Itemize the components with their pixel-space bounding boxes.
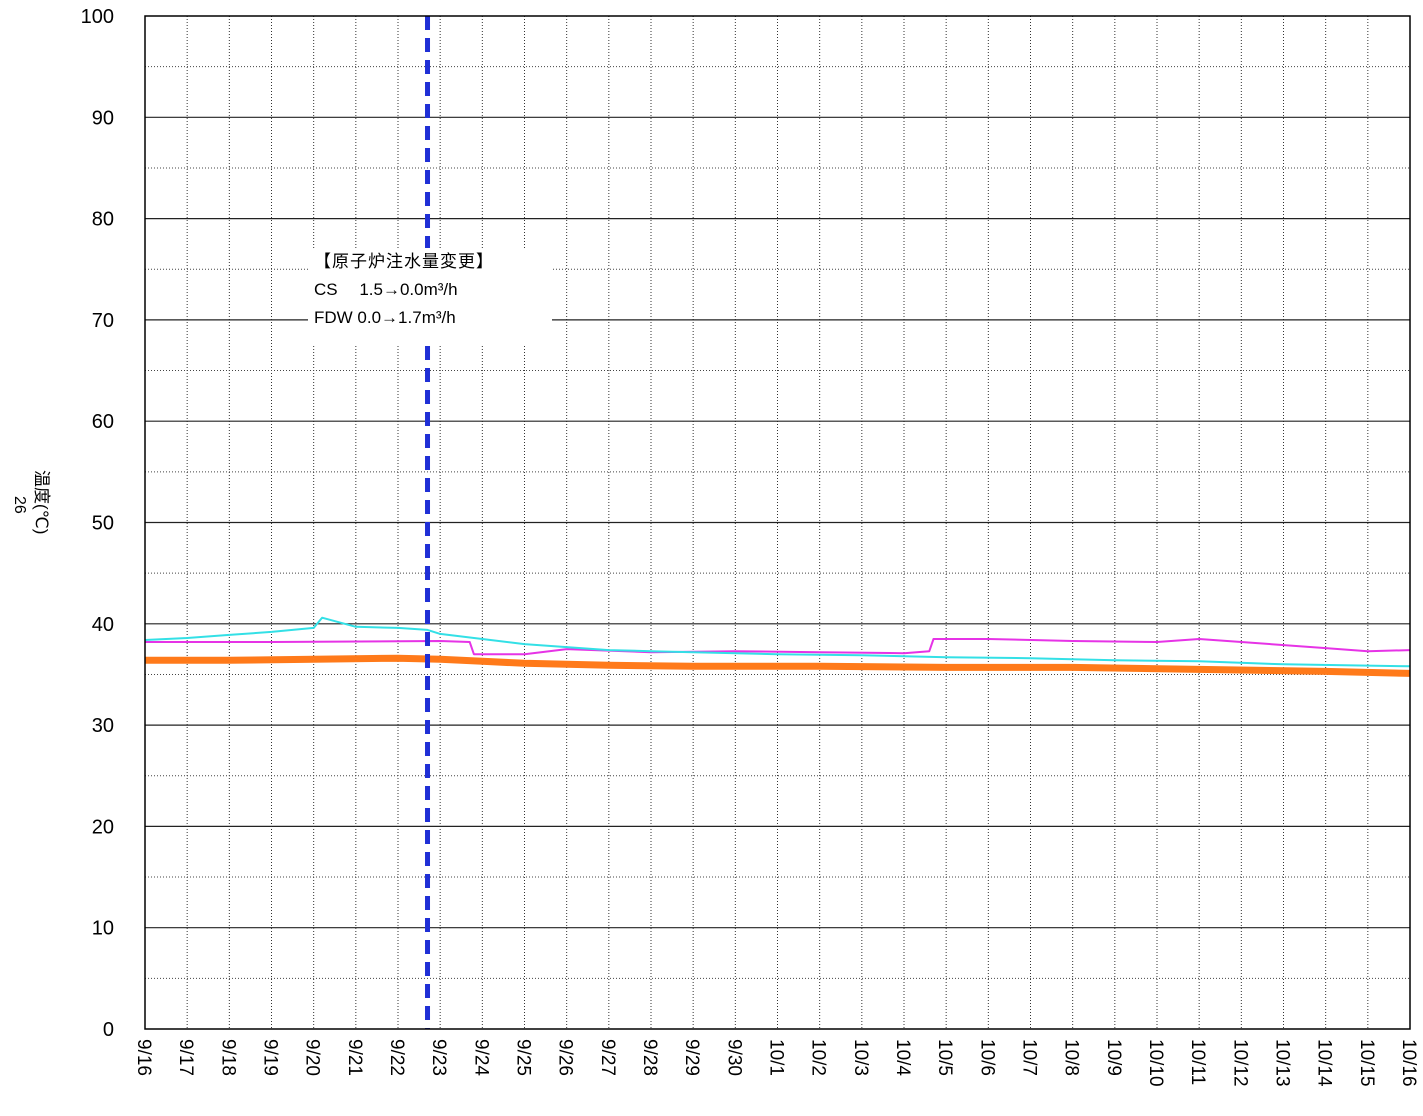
- x-tick-label: 9/18: [217, 1039, 238, 1076]
- series-line-2: [144, 616, 1411, 668]
- y-tick-label: 30: [92, 715, 114, 737]
- x-tick-label: 10/10: [1145, 1039, 1166, 1087]
- y-tick-label: 70: [92, 310, 114, 332]
- y-tick-label: 60: [92, 411, 114, 433]
- x-tick-label: 9/22: [386, 1039, 407, 1076]
- x-tick-label: 9/25: [513, 1039, 534, 1076]
- x-tick-label: 10/5: [934, 1039, 955, 1076]
- y-axis-label: 温度(℃): [32, 470, 51, 535]
- page-number: 26: [11, 496, 28, 514]
- x-tick-label: 9/20: [302, 1039, 323, 1076]
- x-tick-labels: 9/16 9/17 9/18 9/19 9/20 9/21 9/22 9/23 9/24 9/25…: [133, 1039, 1419, 1087]
- x-tick-label: 10/13: [1272, 1039, 1293, 1087]
- y-axis-label-wrap: 温度(℃): [8, 470, 58, 590]
- x-tick-label: 10/14: [1314, 1039, 1335, 1087]
- major-gridlines: [145, 116, 1410, 929]
- x-tick-label: 10/3: [850, 1039, 871, 1076]
- x-tick-label: 10/15: [1356, 1039, 1377, 1087]
- x-tick-label: 9/28: [639, 1039, 660, 1076]
- x-tick-label: 10/4: [892, 1039, 913, 1076]
- x-tick-label: 9/30: [723, 1039, 744, 1076]
- x-tick-label: 9/24: [470, 1039, 491, 1076]
- x-tick-label: 10/16: [1398, 1039, 1419, 1087]
- y-tick-label: 90: [92, 107, 114, 129]
- y-tick-label: 100: [81, 6, 114, 28]
- x-tick-label: 10/1: [766, 1039, 787, 1076]
- x-tick-label: 10/8: [1061, 1039, 1082, 1076]
- x-tick-label: 9/23: [428, 1039, 449, 1076]
- y-tick-label: 0: [103, 1019, 114, 1041]
- annotation-title: 【原子炉注水量変更】: [314, 252, 494, 271]
- x-tick-label: 10/6: [976, 1039, 997, 1076]
- y-tick-label: 50: [92, 513, 114, 535]
- y-tick-labels: 0 10 20 30 40 50 60 70 80 90 100: [81, 6, 114, 1041]
- y-tick-label: 10: [92, 918, 114, 940]
- x-tick-label: 9/29: [681, 1039, 702, 1076]
- x-tick-label: 10/11: [1187, 1039, 1208, 1085]
- x-tick-label: 9/27: [597, 1039, 618, 1076]
- annotation-line-fdw: FDW 0.0→1.7m³/h: [314, 308, 456, 327]
- series-layer: [144, 616, 1411, 677]
- x-tick-label: 9/16: [133, 1039, 154, 1076]
- annotation-box: 【原子炉注水量変更】 CS 1.5→0.0m³/h FDW 0.0→1.7m³/…: [308, 248, 552, 344]
- x-tick-label: 10/12: [1229, 1039, 1250, 1087]
- y-tick-label: 80: [92, 209, 114, 231]
- x-tick-label: 10/2: [808, 1039, 829, 1076]
- y-tick-label: 40: [92, 614, 114, 636]
- series-line-0: [145, 654, 1411, 677]
- plot-frame: [144, 15, 1411, 1030]
- annotation-line-cs: CS 1.5→0.0m³/h: [314, 280, 458, 299]
- x-tick-label: 10/7: [1019, 1039, 1040, 1076]
- series-line-1: [145, 638, 1411, 656]
- x-tick-label: 10/9: [1103, 1039, 1124, 1076]
- minor-gridlines: [145, 16, 1410, 1029]
- y-tick-label: 20: [92, 816, 114, 838]
- x-tick-label: 9/21: [344, 1039, 365, 1076]
- x-tick-label: 9/26: [555, 1039, 576, 1076]
- x-tick-label: 9/17: [175, 1039, 196, 1076]
- x-tick-label: 9/19: [260, 1039, 281, 1076]
